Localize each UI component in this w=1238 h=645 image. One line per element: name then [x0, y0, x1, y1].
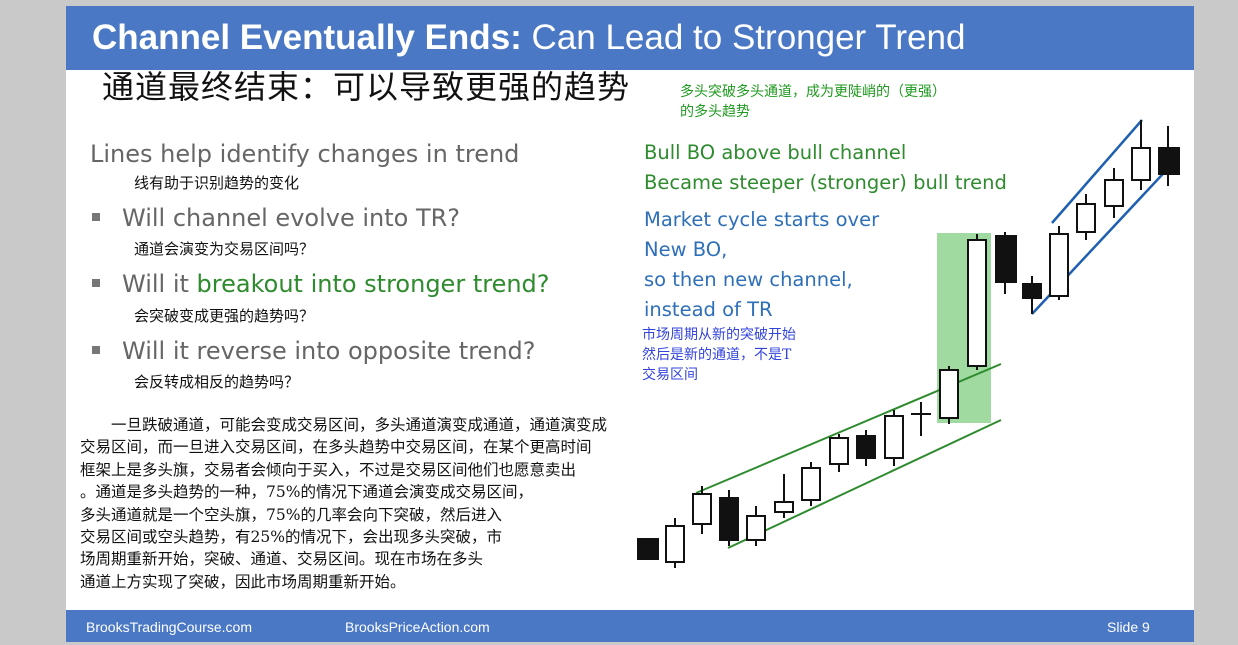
bullet-reverse-cn: 会反转成相反的趋势吗？ [134, 371, 299, 392]
bullet-square-icon [92, 279, 100, 287]
explanation-paragraph: 一旦跌破通道，可能会变成交易区间，多头通道演变成通道，通道演变成 交易区间，而一… [80, 414, 760, 593]
bullet-channel-evolve-cn: 通道会演变为交易区间吗？ [134, 238, 314, 259]
candle [1023, 284, 1041, 298]
slide-number: Slide 9 [1107, 619, 1150, 635]
market-cycle-note-cn: 市场周期从新的突破开始 然后是新的通道，不是T 交易区间 [642, 325, 796, 385]
bullet-text: Will it [122, 270, 197, 298]
candle [775, 502, 793, 512]
candle [1132, 148, 1150, 180]
paragraph-line: 多头通道就是一个空头旗，75%的几率会向下突破，然后进入 [80, 504, 760, 526]
note-line: 然后是新的通道，不是T [642, 345, 796, 365]
candle [857, 436, 875, 458]
bullet-highlight-text: breakout into stronger trend? [197, 270, 550, 298]
new-channel-line-upper [1052, 120, 1142, 223]
paragraph-line: 交易区间或空头趋势，有25%的情况下，会出现多头突破，市 [80, 526, 760, 548]
paragraph-line: 通道上方实现了突破，因此市场周期重新开始。 [80, 571, 760, 593]
bullet-breakout: Will it breakout into stronger trend? [92, 270, 550, 298]
bullet-text: Will it reverse into opposite trend? [122, 337, 536, 365]
footer-link-trading-course[interactable]: BrooksTradingCourse.com [86, 619, 252, 635]
footer-link-price-action[interactable]: BrooksPriceAction.com [345, 619, 490, 635]
slide: Channel Eventually Ends: Can Lead to Str… [66, 6, 1194, 642]
paragraph-line: 。通道是多头趋势的一种，75%的情况下通道会演变成交易区间， [80, 481, 760, 503]
bull-breakout-note: Bull BO above bull channel Became steepe… [644, 138, 1007, 198]
candle [802, 468, 820, 500]
bull-breakout-note-cn: 多头突破多头通道，成为更陡峭的（更强） 的多头趋势 [680, 82, 946, 122]
note-line: New BO, [644, 235, 879, 265]
slide-footer: BrooksTradingCourse.com BrooksPriceActio… [66, 610, 1194, 642]
paragraph-line: 一旦跌破通道，可能会变成交易区间，多头通道演变成通道，通道演变成 [80, 414, 760, 436]
candle [885, 416, 903, 458]
note-line: Market cycle starts over [644, 205, 879, 235]
candle [968, 240, 986, 366]
paragraph-line: 交易区间，而一旦进入交易区间，在多头趋势中交易区间，在某个更高时间 [80, 436, 760, 458]
bullet-square-icon [92, 213, 100, 221]
note-line: 多头突破多头通道，成为更陡峭的（更强） [680, 82, 946, 102]
candle [1077, 204, 1095, 232]
candle [1159, 148, 1179, 174]
bullet-channel-evolve: Will channel evolve into TR? [92, 204, 460, 232]
market-cycle-note: Market cycle starts over New BO, so then… [644, 205, 879, 325]
bullet-reverse: Will it reverse into opposite trend? [92, 337, 536, 365]
candle [1050, 234, 1068, 296]
lines-help-heading: Lines help identify changes in trend [90, 140, 519, 168]
paragraph-line: 框架上是多头旗，交易者会倾向于买入，不过是交易区间他们也愿意卖出 [80, 459, 760, 481]
note-line: 的多头趋势 [680, 102, 946, 122]
note-line: Bull BO above bull channel [644, 138, 1007, 168]
note-line: 交易区间 [642, 365, 796, 385]
bullet-text: Will channel evolve into TR? [122, 204, 460, 232]
note-line: Became steeper (stronger) bull trend [644, 168, 1007, 198]
candle [940, 370, 958, 418]
note-line: 市场周期从新的突破开始 [642, 325, 796, 345]
candle [996, 236, 1016, 282]
bullet-square-icon [92, 346, 100, 354]
bullet-breakout-cn: 会突破变成更强的趋势吗？ [134, 305, 314, 326]
candle [830, 438, 848, 464]
candle [1105, 180, 1123, 206]
note-line: so then new channel, [644, 265, 879, 295]
lines-help-heading-cn: 线有助于识别趋势的变化 [134, 172, 299, 193]
note-line: instead of TR [644, 295, 879, 325]
paragraph-line: 场周期重新开始，突破、通道、交易区间。现在市场在多头 [80, 548, 760, 570]
